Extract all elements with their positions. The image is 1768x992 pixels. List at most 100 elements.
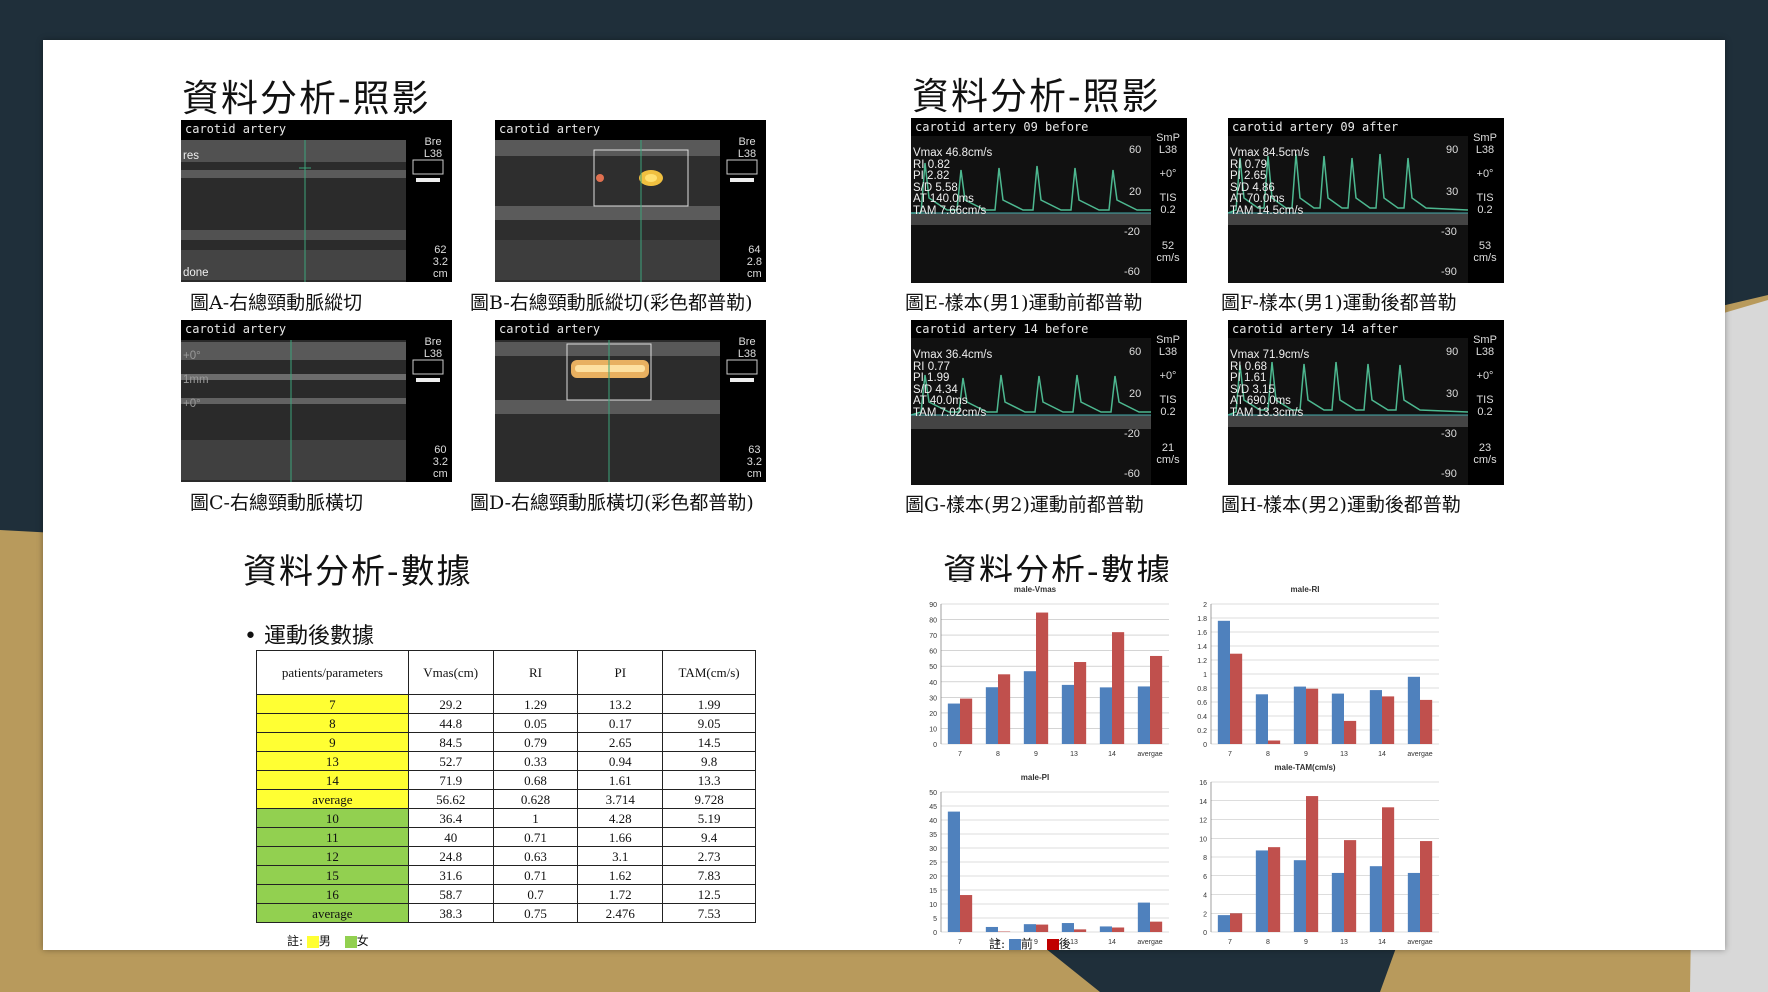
table-row-label: 15 bbox=[256, 865, 409, 885]
doppler-header: carotid artery 09 before bbox=[915, 120, 1089, 134]
table-row: 10 36.4 1 4.28 5.19 bbox=[256, 808, 756, 828]
ultrasound-texture bbox=[495, 340, 758, 482]
table-row: average 56.62 0.628 3.714 9.728 bbox=[256, 789, 756, 809]
table-cell: 24.8 bbox=[407, 846, 494, 866]
legend-label-after: 後 bbox=[1058, 937, 1071, 950]
y-tick-label: 14 bbox=[1199, 799, 1207, 806]
table-cell: 0.94 bbox=[577, 751, 664, 771]
ultrasound-texture bbox=[495, 140, 758, 282]
table-cell: 38.3 bbox=[407, 903, 494, 923]
image-header: carotid artery bbox=[185, 122, 287, 136]
table-cell: 0.75 bbox=[492, 903, 579, 923]
table-cell: 1.99 bbox=[662, 694, 756, 714]
y-tick-label: 60 bbox=[929, 649, 937, 656]
doppler-scale-bottom: -60 bbox=[1124, 468, 1140, 480]
legend-label-male: 男 bbox=[318, 934, 331, 948]
doppler-measurements: Vmax 36.4cm/s RI 0.77 PI 1.99 S/D 4.34 A… bbox=[913, 349, 993, 419]
doppler-scale-mid-low: -30 bbox=[1441, 226, 1457, 238]
bar-before bbox=[1099, 687, 1112, 744]
bar-after bbox=[960, 895, 973, 932]
table-cell: 44.8 bbox=[407, 713, 494, 733]
x-tick-label: 9 bbox=[1304, 939, 1308, 946]
table-row: 15 31.6 0.71 1.62 7.83 bbox=[256, 865, 756, 885]
doppler-scale-mid-low: -20 bbox=[1124, 226, 1140, 238]
doppler-scale-mid-low: -20 bbox=[1124, 428, 1140, 440]
table-cell: 3.1 bbox=[577, 846, 664, 866]
legend-swatch-before bbox=[1008, 938, 1021, 950]
y-tick-label: 35 bbox=[929, 832, 937, 839]
doppler-header: carotid artery 14 before bbox=[915, 322, 1089, 336]
doppler-side-panel: SmP L38 +0° TIS 0.2 23 cm/s bbox=[1473, 334, 1497, 466]
section-title-data-left: 資料分析-數據 bbox=[243, 552, 473, 592]
table-cell: 1 bbox=[492, 808, 579, 828]
doppler-scale-bottom: -90 bbox=[1441, 468, 1457, 480]
bar-before bbox=[1407, 872, 1420, 932]
image-annotation: res done bbox=[183, 150, 209, 279]
table-header-cell: TAM(cm/s) bbox=[662, 650, 756, 695]
bar-before bbox=[1255, 850, 1268, 932]
table-cell: 56.62 bbox=[407, 789, 494, 809]
doppler-scale-mid-high: 30 bbox=[1446, 388, 1459, 400]
y-tick-label: 0.8 bbox=[1197, 686, 1207, 693]
x-tick-label: 7 bbox=[1228, 751, 1232, 758]
table-row: 12 24.8 0.63 3.1 2.73 bbox=[256, 846, 756, 866]
table-cell: 2.476 bbox=[577, 903, 664, 923]
table-row: 8 44.8 0.05 0.17 9.05 bbox=[256, 713, 756, 733]
y-tick-label: 0.6 bbox=[1197, 700, 1207, 707]
doppler-header: carotid artery 09 after bbox=[1232, 120, 1399, 134]
table-row: 11 40 0.71 1.66 9.4 bbox=[256, 827, 756, 847]
y-tick-label: 8 bbox=[1203, 855, 1207, 862]
legend-label-female: 女 bbox=[356, 934, 369, 948]
bar-before bbox=[1255, 694, 1268, 744]
table-header-cell: Vmas(cm) bbox=[407, 650, 494, 695]
doppler-waveform bbox=[1228, 338, 1469, 485]
x-tick-label: 14 bbox=[1378, 939, 1386, 946]
section-title-photo-right: 資料分析-照影 bbox=[912, 75, 1161, 118]
table-row: 7 29.2 1.29 13.2 1.99 bbox=[256, 694, 756, 714]
y-tick-label: 30 bbox=[929, 846, 937, 853]
data-table: patients/parameters Vmas(cm) RI PI TAM(c… bbox=[256, 650, 756, 923]
bullet-post-exercise: • 運動後數據 bbox=[244, 624, 374, 649]
bar-before bbox=[1293, 686, 1306, 744]
x-tick-label: 7 bbox=[958, 751, 962, 758]
table-cell: 12.5 bbox=[662, 884, 756, 904]
table-cell: 71.9 bbox=[407, 770, 494, 790]
bar-after bbox=[1074, 929, 1087, 932]
y-tick-label: 0 bbox=[1203, 742, 1207, 749]
x-tick-label: 9 bbox=[1034, 751, 1038, 758]
table-cell: 0.71 bbox=[492, 827, 579, 847]
table-cell: 0.33 bbox=[492, 751, 579, 771]
ultrasound-image-a: carotid artery res done Bre L38 62 3.2 c… bbox=[181, 120, 452, 282]
y-tick-label: 15 bbox=[929, 888, 937, 895]
doppler-image-h: carotid artery 14 after Vmax 71.9cm/s RI… bbox=[1228, 320, 1504, 485]
x-tick-label: 7 bbox=[1228, 939, 1232, 946]
image-header: carotid artery bbox=[499, 122, 601, 136]
y-tick-label: 10 bbox=[929, 726, 937, 733]
caption-c: 圖C-右總頸動脈橫切 bbox=[190, 492, 363, 514]
table-body: 7 29.2 1.29 13.2 1.99 8 44.8 0.05 0.17 9.05 9 84.5 0… bbox=[256, 694, 756, 923]
table-cell: 9.4 bbox=[662, 827, 756, 847]
bar-after bbox=[1268, 847, 1281, 932]
table-cell: 0.71 bbox=[492, 865, 579, 885]
y-tick-label: 80 bbox=[929, 618, 937, 625]
table-cell: 13.2 bbox=[577, 694, 664, 714]
y-tick-label: 1.8 bbox=[1197, 616, 1207, 623]
x-tick-label: avergae bbox=[1137, 751, 1162, 758]
doppler-scale-top: 90 bbox=[1446, 144, 1459, 156]
bar-after bbox=[1420, 699, 1433, 744]
x-tick-label: 9 bbox=[1304, 751, 1308, 758]
y-tick-label: 10 bbox=[1199, 836, 1207, 843]
y-tick-label: 0.4 bbox=[1197, 714, 1207, 721]
bar-after bbox=[1230, 653, 1243, 744]
x-tick-label: 13 bbox=[1340, 939, 1348, 946]
doppler-side-panel: SmP L38 +0° TIS 0.2 53 cm/s bbox=[1473, 132, 1497, 264]
bar-before bbox=[1137, 902, 1150, 932]
table-header-row: patients/parameters Vmas(cm) RI PI TAM(c… bbox=[256, 650, 756, 695]
doppler-measurements: Vmax 84.5cm/s RI 0.79 PI 2.65 S/D 4.86 A… bbox=[1230, 147, 1310, 217]
bar-after bbox=[1306, 796, 1319, 932]
bar-after bbox=[960, 698, 973, 744]
x-tick-label: 13 bbox=[1070, 751, 1078, 758]
y-tick-label: 0 bbox=[933, 930, 937, 937]
doppler-waveform bbox=[911, 338, 1151, 485]
